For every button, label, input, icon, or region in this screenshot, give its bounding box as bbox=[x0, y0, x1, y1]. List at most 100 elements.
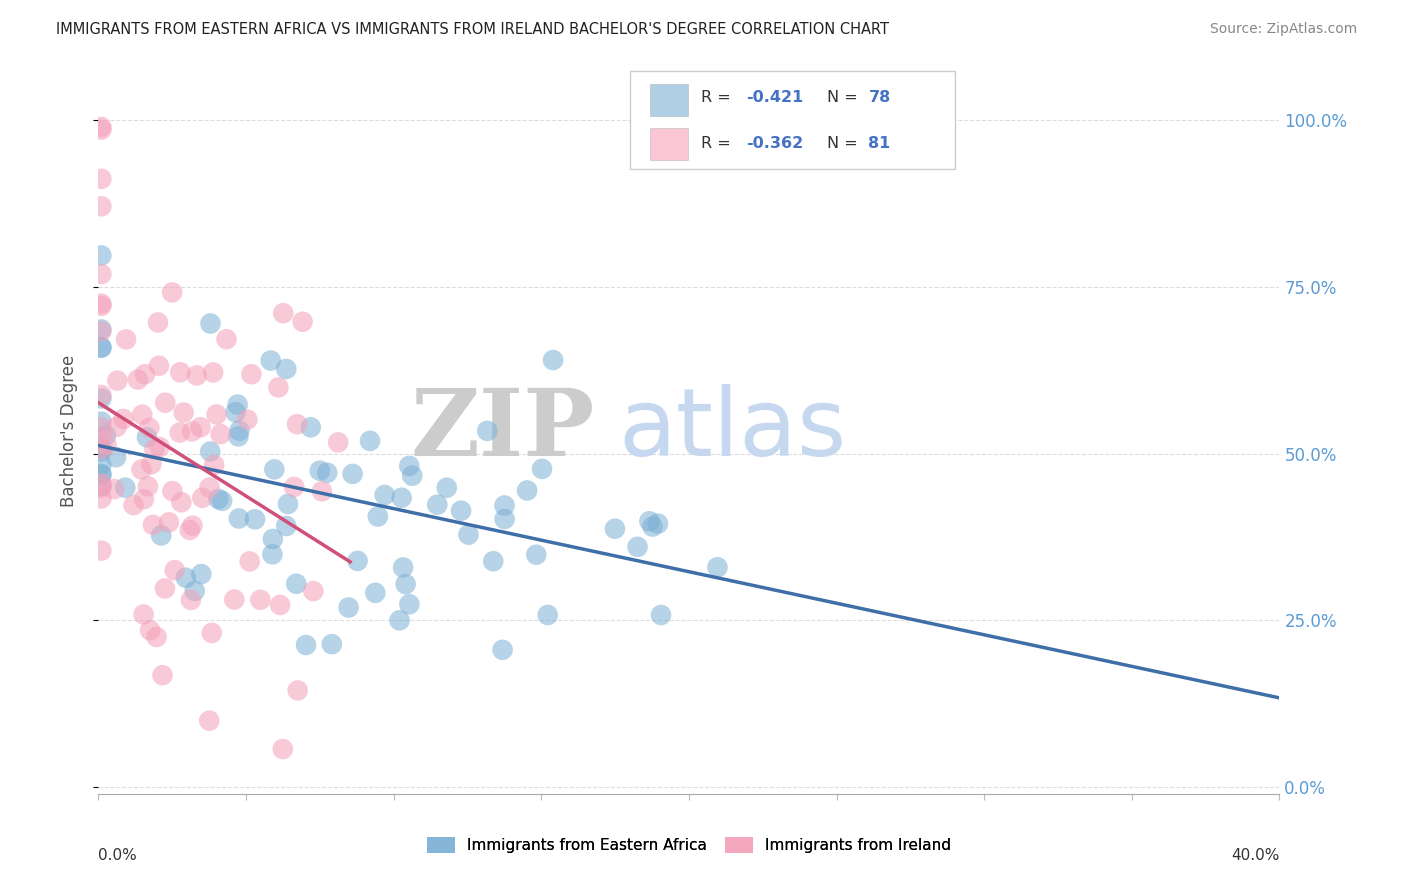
Point bbox=[226, 398, 249, 412]
Point bbox=[90, 324, 112, 338]
Point bbox=[391, 491, 413, 505]
Point bbox=[90, 322, 112, 336]
Point bbox=[90, 479, 112, 493]
Point bbox=[131, 462, 153, 476]
Point bbox=[112, 412, 135, 426]
Point bbox=[170, 495, 193, 509]
Point bbox=[287, 683, 309, 698]
Point bbox=[157, 516, 180, 530]
Point bbox=[283, 480, 305, 494]
Point bbox=[277, 497, 299, 511]
Text: ZIP: ZIP bbox=[411, 385, 595, 475]
Point bbox=[90, 467, 112, 482]
Point bbox=[190, 420, 212, 434]
Point bbox=[90, 481, 112, 495]
Point bbox=[162, 484, 184, 499]
FancyBboxPatch shape bbox=[650, 128, 688, 160]
Point bbox=[398, 458, 420, 473]
Point bbox=[262, 532, 284, 546]
Point bbox=[524, 548, 547, 562]
Text: N =: N = bbox=[827, 90, 863, 105]
Point bbox=[200, 444, 222, 458]
Point bbox=[107, 374, 129, 388]
Point bbox=[374, 488, 396, 502]
Point bbox=[285, 576, 308, 591]
Point bbox=[142, 517, 165, 532]
Point bbox=[299, 420, 322, 434]
Point bbox=[173, 405, 195, 419]
Point bbox=[105, 450, 128, 465]
Point bbox=[183, 584, 205, 599]
Point bbox=[205, 408, 228, 422]
Point bbox=[267, 380, 290, 394]
Point bbox=[132, 607, 155, 622]
Point bbox=[215, 332, 238, 346]
Point bbox=[153, 582, 176, 596]
Point bbox=[457, 527, 479, 541]
Point bbox=[477, 424, 499, 438]
Point bbox=[90, 467, 112, 481]
Point bbox=[90, 199, 112, 213]
Point bbox=[228, 429, 250, 443]
Point bbox=[90, 171, 112, 186]
Point bbox=[90, 122, 112, 136]
Point bbox=[90, 444, 112, 458]
Point bbox=[638, 514, 661, 528]
Text: Source: ZipAtlas.com: Source: ZipAtlas.com bbox=[1209, 22, 1357, 37]
Point bbox=[207, 491, 229, 506]
Point bbox=[150, 528, 173, 542]
Point bbox=[131, 408, 153, 422]
Point bbox=[181, 425, 204, 439]
Point bbox=[603, 522, 626, 536]
Point bbox=[321, 637, 343, 651]
Point bbox=[626, 540, 648, 554]
Point bbox=[531, 462, 554, 476]
Point bbox=[90, 120, 112, 134]
Point bbox=[136, 430, 159, 444]
Point bbox=[136, 479, 159, 493]
Point bbox=[103, 482, 125, 496]
Point bbox=[163, 563, 186, 577]
Point bbox=[90, 248, 112, 262]
Point bbox=[240, 368, 263, 382]
Point bbox=[236, 412, 259, 426]
Point bbox=[132, 492, 155, 507]
Point bbox=[90, 491, 112, 506]
Point bbox=[641, 519, 664, 533]
Point bbox=[276, 362, 298, 376]
Point bbox=[269, 598, 291, 612]
Text: R =: R = bbox=[700, 90, 735, 105]
Point bbox=[211, 493, 233, 508]
Point bbox=[186, 368, 208, 383]
Point bbox=[90, 415, 112, 429]
Point bbox=[143, 442, 166, 456]
Point bbox=[90, 341, 112, 355]
Text: R =: R = bbox=[700, 136, 735, 151]
Point bbox=[224, 592, 246, 607]
Point bbox=[209, 427, 232, 442]
Point bbox=[201, 626, 224, 640]
Point bbox=[138, 421, 160, 435]
Point bbox=[260, 353, 283, 368]
Point bbox=[114, 481, 136, 495]
Point bbox=[141, 457, 163, 471]
Point bbox=[436, 481, 458, 495]
Y-axis label: Bachelor's Degree: Bachelor's Degree bbox=[59, 354, 77, 507]
Point bbox=[180, 593, 202, 607]
Point bbox=[295, 638, 318, 652]
Point bbox=[198, 714, 221, 728]
Point bbox=[198, 481, 221, 495]
Point bbox=[516, 483, 538, 498]
Point bbox=[311, 484, 333, 499]
Point bbox=[202, 458, 225, 472]
Point bbox=[285, 417, 308, 432]
Point bbox=[90, 458, 112, 472]
Point bbox=[426, 498, 449, 512]
Point bbox=[228, 424, 250, 438]
Point bbox=[174, 571, 197, 585]
Point bbox=[263, 462, 285, 476]
Point bbox=[537, 607, 560, 622]
Point bbox=[90, 296, 112, 310]
Point bbox=[190, 567, 212, 582]
Point bbox=[122, 498, 145, 512]
